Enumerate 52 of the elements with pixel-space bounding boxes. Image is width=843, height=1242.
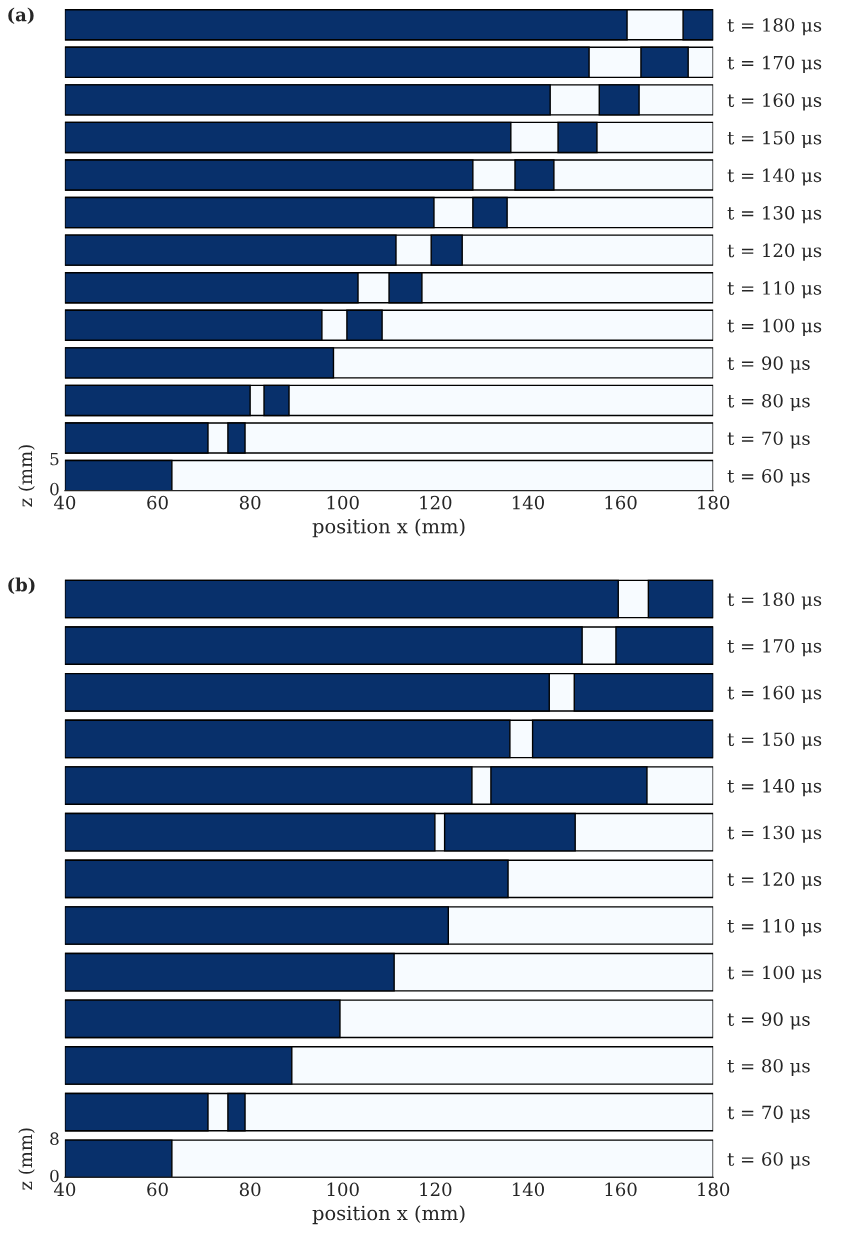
y-tick-label: t = 180 μs xyxy=(727,18,822,36)
y-axis-title: z (mm) xyxy=(18,1128,35,1190)
y-axis-title: z (mm) xyxy=(18,445,35,507)
y-tick-label: t = 80 μs xyxy=(727,1058,810,1077)
text: 5 xyxy=(50,452,59,466)
y-tick-label: t = 100 μs xyxy=(727,965,822,983)
x-tick-label: 80 xyxy=(239,1182,261,1197)
y-tick-label: t = 150 μs xyxy=(727,130,822,149)
y-tick-label: t = 110 μs xyxy=(727,918,822,937)
y-tick-label: t = 120 μs xyxy=(727,872,822,890)
y-tick-label: t = 160 μs xyxy=(727,93,822,111)
y-tick-label: t = 90 μs xyxy=(727,1012,810,1030)
x-tick-label: 40 xyxy=(53,495,76,510)
y-tick-label: t = 160 μs xyxy=(727,685,822,703)
y-tick-label: t = 140 μs xyxy=(727,779,822,797)
text: 0 xyxy=(50,1169,59,1183)
y-tick-label: t = 180 μs xyxy=(727,592,822,610)
y-tick-label: t = 60 μs xyxy=(727,1152,810,1170)
y-tick-label: t = 150 μs xyxy=(727,732,822,750)
y-tick-label: t = 90 μs xyxy=(727,356,810,374)
x-tick-label: 180 xyxy=(698,1182,730,1197)
y-tick-label: t = 70 μs xyxy=(727,431,810,449)
y-tick-label: t = 70 μs xyxy=(727,1105,810,1123)
x-tick-label: 100 xyxy=(327,495,359,510)
y-tick-label: t = 120 μs xyxy=(727,243,822,261)
x-tick-label: 120 xyxy=(420,1182,452,1197)
x-tick-label: 100 xyxy=(327,1182,359,1197)
x-tick-label: 160 xyxy=(605,495,637,510)
x-tick-label: 60 xyxy=(147,1182,168,1197)
x-tick-label: 80 xyxy=(239,495,261,510)
y-tick-label: t = 80 μs xyxy=(727,393,810,412)
x-axis-title: position x (mm) xyxy=(312,518,465,538)
x-tick-label: 40 xyxy=(53,1182,76,1197)
y-tick-label: t = 130 μs xyxy=(727,825,822,843)
y-tick-label: t = 170 μs xyxy=(727,55,822,73)
y-tick-label: t = 60 μs xyxy=(727,469,810,487)
x-tick-label: 140 xyxy=(512,1182,544,1197)
x-tick-label: 180 xyxy=(698,495,730,510)
x-tick-label: 160 xyxy=(605,1182,637,1197)
x-axis-title: position x (mm) xyxy=(312,1205,465,1225)
chart-title: (b) xyxy=(8,577,35,595)
x-tick-label: 60 xyxy=(147,495,168,510)
text: 8 xyxy=(50,1132,59,1145)
chart-title: (a) xyxy=(8,7,34,24)
y-tick-label: t = 140 μs xyxy=(727,168,822,186)
y-tick-label: t = 130 μs xyxy=(727,206,822,224)
x-tick-label: 120 xyxy=(420,495,452,510)
text: 0 xyxy=(50,482,59,496)
y-tick-label: t = 110 μs xyxy=(727,281,822,299)
y-tick-label: t = 100 μs xyxy=(727,318,822,336)
x-tick-label: 140 xyxy=(512,495,544,510)
y-tick-label: t = 170 μs xyxy=(727,639,822,657)
